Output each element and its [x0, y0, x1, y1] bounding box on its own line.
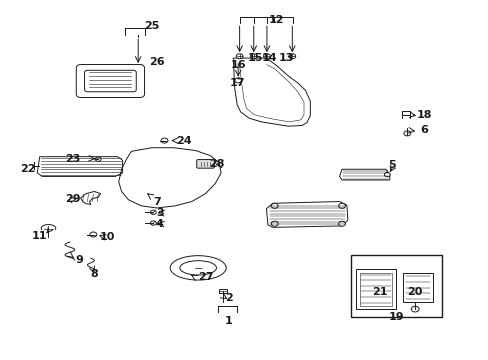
- Circle shape: [403, 131, 410, 136]
- Text: 28: 28: [208, 159, 224, 169]
- Text: 14: 14: [262, 53, 277, 63]
- Text: 20: 20: [407, 287, 422, 297]
- Text: 17: 17: [229, 78, 245, 88]
- Text: 3: 3: [156, 208, 163, 218]
- Circle shape: [263, 54, 270, 59]
- Text: 8: 8: [90, 269, 98, 279]
- Text: 9: 9: [76, 255, 83, 265]
- Text: 25: 25: [144, 21, 159, 31]
- Bar: [219, 289, 226, 293]
- Circle shape: [271, 203, 278, 208]
- Bar: [403, 273, 432, 302]
- Circle shape: [161, 138, 167, 143]
- Bar: [359, 273, 391, 306]
- Bar: [350, 255, 442, 317]
- Text: 6: 6: [419, 125, 427, 135]
- Circle shape: [236, 54, 243, 59]
- Circle shape: [338, 221, 345, 226]
- Bar: [355, 269, 395, 309]
- Text: 27: 27: [197, 272, 213, 282]
- Text: 1: 1: [224, 316, 232, 325]
- Text: 21: 21: [371, 287, 387, 297]
- Text: 15: 15: [247, 53, 263, 63]
- Text: 19: 19: [388, 312, 404, 322]
- Text: 5: 5: [387, 160, 395, 170]
- Text: 18: 18: [415, 111, 431, 121]
- Text: 12: 12: [268, 15, 284, 26]
- Text: 16: 16: [230, 60, 246, 70]
- Text: 7: 7: [153, 197, 160, 207]
- Text: 10: 10: [99, 232, 115, 242]
- Text: 4: 4: [155, 219, 163, 229]
- Circle shape: [271, 221, 278, 226]
- Circle shape: [250, 54, 257, 59]
- Circle shape: [410, 306, 418, 312]
- Text: 26: 26: [149, 57, 164, 67]
- Text: 22: 22: [20, 164, 35, 174]
- Text: 29: 29: [65, 194, 81, 204]
- FancyBboxPatch shape: [196, 159, 214, 168]
- Circle shape: [95, 157, 101, 161]
- Circle shape: [338, 203, 345, 208]
- Text: 13: 13: [278, 53, 293, 63]
- Circle shape: [150, 221, 156, 225]
- Circle shape: [288, 54, 295, 59]
- Text: 2: 2: [224, 293, 232, 303]
- Text: 24: 24: [175, 136, 191, 145]
- Circle shape: [234, 78, 241, 83]
- Circle shape: [90, 232, 97, 237]
- Circle shape: [150, 210, 156, 215]
- Text: 23: 23: [65, 154, 81, 164]
- Text: 11: 11: [32, 231, 47, 240]
- Circle shape: [384, 172, 389, 177]
